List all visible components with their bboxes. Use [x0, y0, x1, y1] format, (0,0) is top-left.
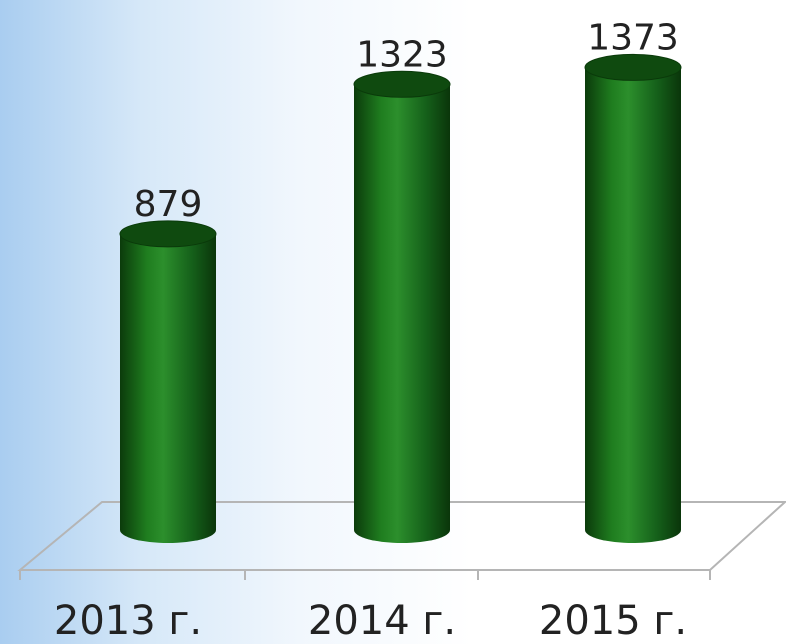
bar-top [353, 70, 451, 98]
category-label: 2014 г. [308, 598, 456, 644]
category-label: 2015 г. [539, 598, 687, 644]
bar-cylinder [119, 220, 217, 543]
floor-outline [17, 501, 786, 571]
bar-body [354, 84, 450, 543]
bars-group [119, 53, 682, 543]
bar-body [585, 67, 681, 543]
bar-top [119, 220, 217, 248]
data-label: 1373 [587, 17, 679, 58]
bar-top [584, 53, 682, 81]
data-label: 1323 [356, 34, 448, 75]
bar-body [120, 233, 216, 543]
chart-floor [17, 501, 786, 580]
bar-cylinder [353, 70, 451, 543]
labels-group: 879 2013 г. 1323 2014 г. 1373 2015 г. [54, 17, 687, 644]
data-label: 879 [134, 184, 203, 225]
bar-cylinder [584, 53, 682, 543]
category-label: 2013 г. [54, 598, 202, 644]
